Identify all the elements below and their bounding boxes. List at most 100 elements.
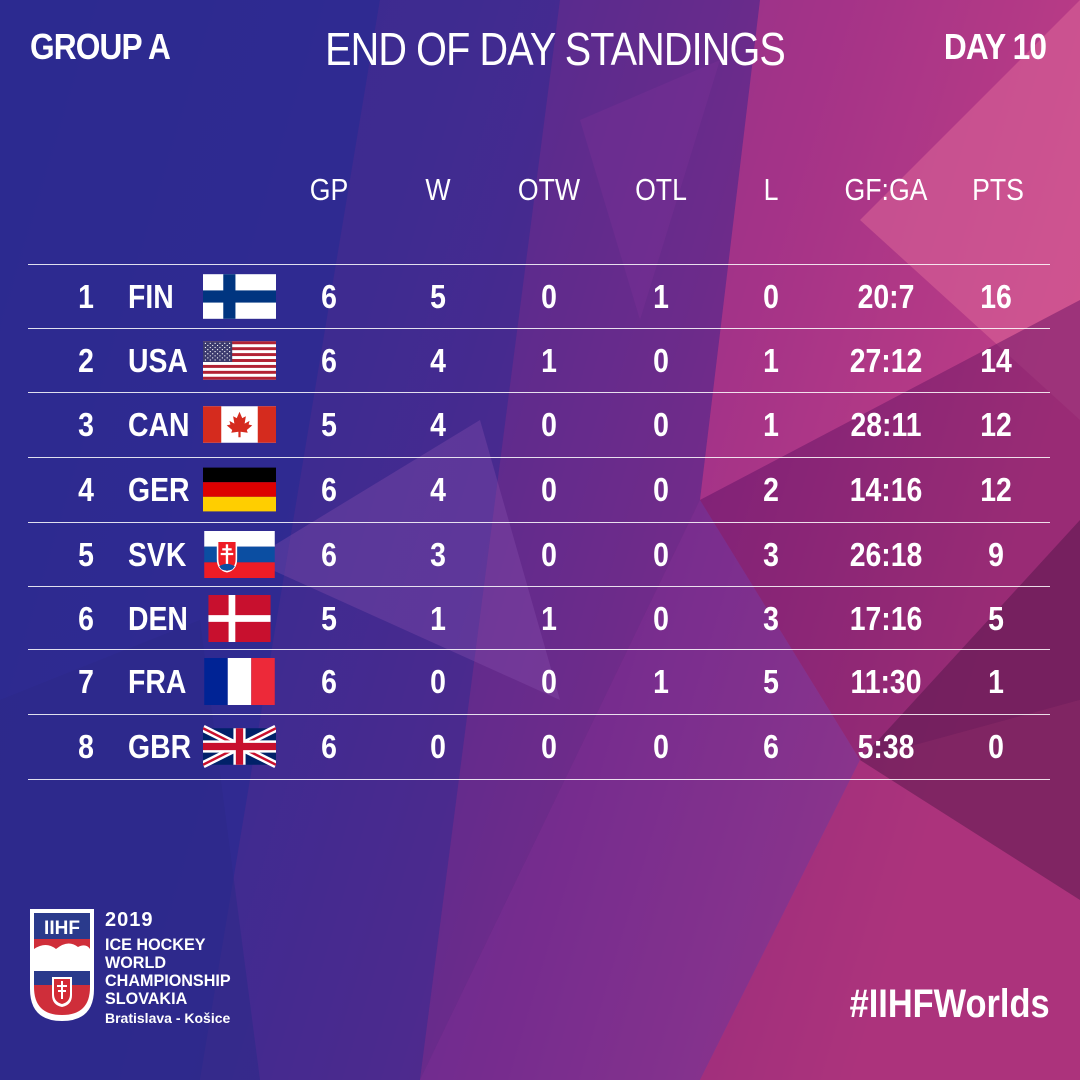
w-cell: 5: [430, 278, 446, 315]
gfga-cell: 28:11: [850, 406, 922, 443]
gfga-cell: 5:38: [857, 728, 915, 765]
pts-cell: 9: [988, 536, 1004, 573]
col-header-gfga: GF:GA: [844, 172, 928, 207]
otl-cell: 1: [653, 278, 669, 315]
table-row: 2 USA 6 4 1 0 1 27:12 14: [28, 328, 1050, 393]
pts-cell: 0: [988, 728, 1004, 765]
gfga-cell: 26:18: [849, 536, 923, 573]
pts-cell: 14: [980, 342, 1012, 379]
uk-flag-icon: [203, 723, 276, 770]
germany-flag-icon: [203, 466, 276, 513]
team-cell: DEN: [128, 600, 188, 637]
gp-cell: 6: [321, 663, 337, 700]
gp-cell: 6: [321, 536, 337, 573]
team-cell: GER: [128, 471, 190, 508]
gfga-cell: 14:16: [849, 471, 923, 508]
team-cell: CAN: [128, 406, 190, 443]
pts-cell: 12: [980, 471, 1012, 508]
finland-flag-icon: [203, 273, 276, 320]
usa-flag-icon: [203, 337, 276, 384]
team-cell: GBR: [128, 728, 192, 765]
otw-cell: 0: [541, 278, 557, 315]
l-cell: 1: [763, 406, 779, 443]
logo-line-3: CHAMPIONSHIP: [105, 971, 231, 990]
col-header-otw: OTW: [517, 172, 581, 207]
pts-cell: 5: [988, 600, 1004, 637]
rank-cell: 5: [78, 536, 94, 573]
logo-line-1: ICE HOCKEY: [105, 935, 206, 954]
table-row: 5 SVK 6 3 0 0 3 26:18 9: [28, 522, 1050, 587]
gp-cell: 6: [321, 278, 337, 315]
svg-text:IIHF: IIHF: [44, 918, 80, 939]
table-row: 7 FRA 6 0 0 1 5 11:30 1: [28, 649, 1050, 714]
rank-cell: 6: [78, 600, 94, 637]
l-cell: 2: [763, 471, 779, 508]
gp-cell: 5: [321, 406, 337, 443]
l-cell: 5: [763, 663, 779, 700]
w-cell: 0: [430, 663, 446, 700]
l-cell: 0: [763, 278, 779, 315]
hashtag: #IIHFWorlds: [849, 982, 1050, 1026]
logo-cities: Bratislava - Košice: [105, 1010, 231, 1026]
otl-cell: 0: [653, 342, 669, 379]
slovakia-flag-icon: [203, 531, 276, 578]
otl-cell: 0: [653, 536, 669, 573]
france-flag-icon: [203, 658, 276, 705]
otl-cell: 0: [653, 600, 669, 637]
logo-line-2: WORLD: [105, 953, 167, 972]
otw-cell: 0: [541, 471, 557, 508]
gfga-cell: 20:7: [857, 278, 915, 315]
gfga-cell: 27:12: [849, 342, 923, 379]
rank-cell: 3: [78, 406, 94, 443]
table-row: 8 GBR 6 0 0 0 6 5:38 0: [28, 714, 1050, 780]
team-cell: FRA: [128, 663, 187, 700]
otl-cell: 1: [653, 663, 669, 700]
col-header-pts: PTS: [972, 172, 1024, 207]
table-row: 3 CAN 5 4 0 0 1 28:11 12: [28, 392, 1050, 457]
otw-cell: 0: [541, 536, 557, 573]
gp-cell: 6: [321, 471, 337, 508]
otw-cell: 0: [541, 663, 557, 700]
l-cell: 6: [763, 728, 779, 765]
l-cell: 3: [763, 600, 779, 637]
iihf-logo: IIHF: [30, 909, 94, 1021]
gp-cell: 5: [321, 600, 337, 637]
group-label: GROUP A: [30, 26, 171, 67]
rank-cell: 1: [78, 278, 94, 315]
otw-cell: 1: [541, 342, 557, 379]
otl-cell: 0: [653, 406, 669, 443]
pts-cell: 16: [980, 278, 1012, 315]
table-row: 4 GER 6 4 0 0 2 14:16 12: [28, 457, 1050, 522]
col-header-l: L: [763, 172, 779, 207]
col-header-otl: OTL: [635, 172, 687, 207]
w-cell: 4: [430, 471, 446, 508]
day-label: DAY 10: [943, 26, 1047, 67]
table-row: 1 FIN 6 5 0 1 0 20:7 16: [28, 264, 1050, 329]
gp-cell: 6: [321, 342, 337, 379]
l-cell: 3: [763, 536, 779, 573]
denmark-flag-icon: [203, 595, 276, 642]
gp-cell: 6: [321, 728, 337, 765]
col-header-w: W: [425, 172, 451, 207]
page-title: END OF DAY STANDINGS: [325, 23, 786, 75]
w-cell: 0: [430, 728, 446, 765]
otl-cell: 0: [653, 728, 669, 765]
col-header-gp: GP: [309, 172, 349, 207]
l-cell: 1: [763, 342, 779, 379]
otl-cell: 0: [653, 471, 669, 508]
canada-flag-icon: [203, 401, 276, 448]
logo-text: 2019 ICE HOCKEY WORLD CHAMPIONSHIP SLOVA…: [105, 910, 237, 1025]
team-cell: FIN: [128, 278, 174, 315]
pts-cell: 1: [988, 663, 1004, 700]
rank-cell: 7: [78, 663, 94, 700]
logo-year: 2019: [105, 909, 154, 931]
gfga-cell: 17:16: [849, 600, 923, 637]
gfga-cell: 11:30: [850, 663, 922, 700]
rank-cell: 2: [78, 342, 94, 379]
w-cell: 3: [430, 536, 446, 573]
w-cell: 1: [430, 600, 446, 637]
team-cell: USA: [128, 342, 188, 379]
w-cell: 4: [430, 406, 446, 443]
otw-cell: 0: [541, 728, 557, 765]
